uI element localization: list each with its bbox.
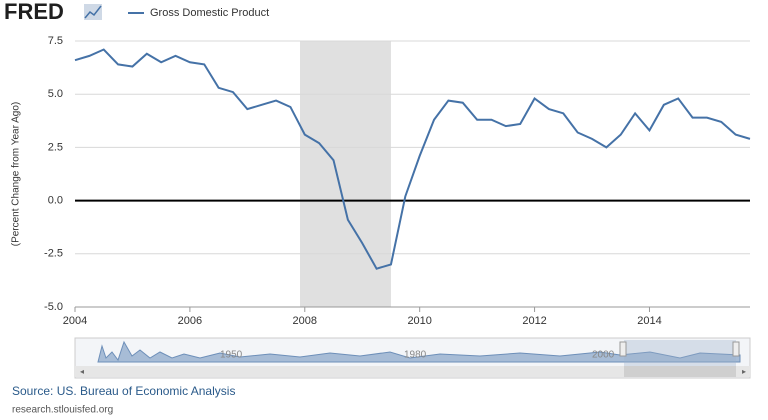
svg-text:◂: ◂ xyxy=(80,367,84,376)
source: Source: US. Bureau of Economic Analysis xyxy=(12,384,235,398)
recession-shade xyxy=(300,41,391,307)
legend-label: Gross Domestic Product xyxy=(150,7,269,19)
navigator: ◂ ▸ xyxy=(74,337,751,379)
x-tick-label: 2012 xyxy=(522,315,546,327)
y-tick-label: 5.0 xyxy=(48,88,63,100)
x-tick-label: 2006 xyxy=(178,315,202,327)
x-tick-label: 2004 xyxy=(63,315,87,327)
x-tick-label: 2008 xyxy=(293,315,317,327)
y-axis-label: (Percent Change from Year Ago) xyxy=(11,102,22,247)
logo: FRED xyxy=(4,0,64,24)
navigator-label: 2000 xyxy=(592,350,615,361)
y-tick-label: -2.5 xyxy=(44,248,63,260)
y-tick-label: 2.5 xyxy=(48,141,63,153)
x-tick-label: 2014 xyxy=(637,315,661,327)
line xyxy=(74,48,751,270)
site: research.stlouisfed.org xyxy=(12,405,113,416)
navigator-label: 1980 xyxy=(404,350,427,361)
y-tick-label: -5.0 xyxy=(44,301,63,313)
x-tick-label: 2010 xyxy=(407,315,431,327)
y-tick-label: 0.0 xyxy=(48,195,63,207)
navigator-label: 1950 xyxy=(220,350,243,361)
y-tick-label: 7.5 xyxy=(48,35,63,47)
logo-icon xyxy=(84,4,102,20)
plot-area: -5.0 -2.5 0.0 2.5 5.0 7.5 2004 2006 2008 2010 2012… xyxy=(44,35,751,327)
svg-text:▸: ▸ xyxy=(742,367,746,376)
